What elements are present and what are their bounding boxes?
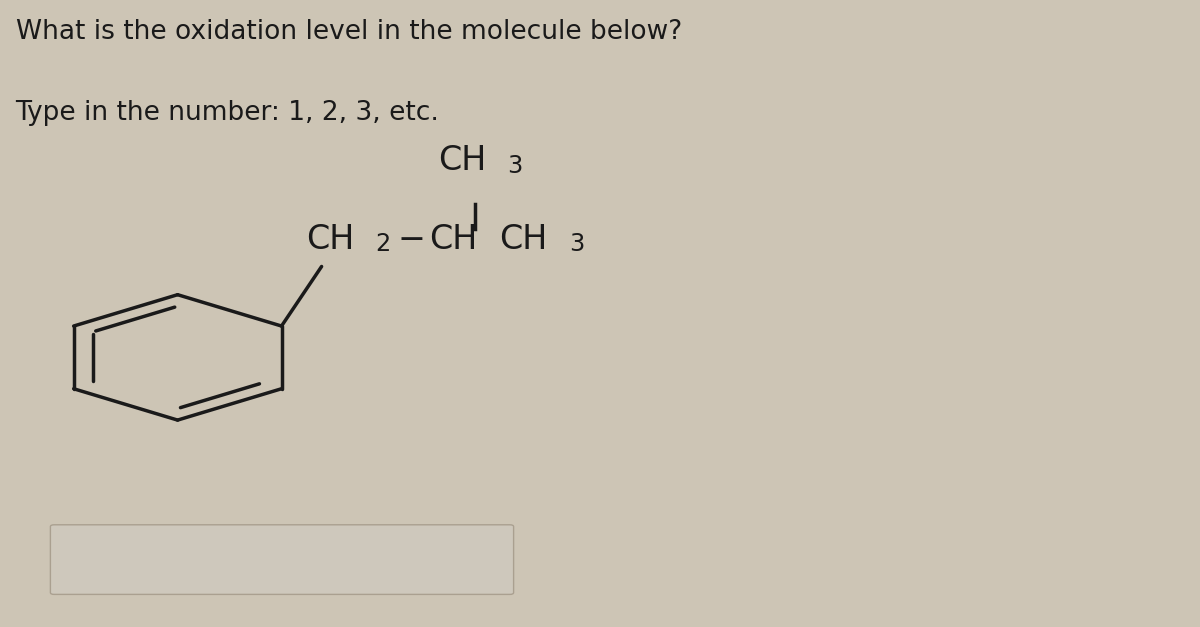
Text: Type in the number: 1, 2, 3, etc.: Type in the number: 1, 2, 3, etc. <box>16 100 439 126</box>
Text: What is the oxidation level in the molecule below?: What is the oxidation level in the molec… <box>16 19 682 45</box>
Text: CH: CH <box>499 223 547 256</box>
Text: 3: 3 <box>569 232 584 256</box>
Text: CH: CH <box>430 223 478 256</box>
FancyBboxPatch shape <box>50 525 514 594</box>
Text: 3: 3 <box>508 154 523 177</box>
Text: 2: 2 <box>376 232 391 256</box>
Text: −: − <box>397 223 425 256</box>
Text: CH: CH <box>438 144 486 177</box>
Text: CH: CH <box>306 223 354 256</box>
